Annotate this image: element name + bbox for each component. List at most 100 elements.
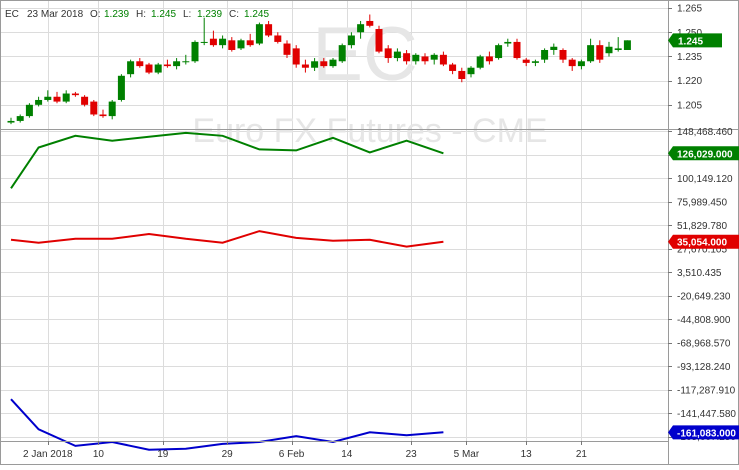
price-last-box xyxy=(668,33,722,48)
time-tick-label: 6 Feb xyxy=(279,449,305,460)
candle xyxy=(449,62,457,75)
time-tick-label: 14 xyxy=(341,449,353,460)
candle-body xyxy=(412,54,420,62)
candle-body xyxy=(329,59,337,67)
candle xyxy=(209,30,217,47)
time-tick-label: 19 xyxy=(157,449,169,460)
candle-body xyxy=(127,61,135,75)
candle-body xyxy=(449,64,457,71)
candle-body xyxy=(357,24,365,33)
candle-body xyxy=(71,93,79,96)
candle xyxy=(366,14,374,28)
candle xyxy=(136,58,144,68)
cot-tick-label: 27,670.105 xyxy=(677,244,727,255)
candle xyxy=(347,32,355,49)
candle-body xyxy=(136,61,144,67)
candle xyxy=(163,59,171,68)
candle xyxy=(439,51,447,67)
candle xyxy=(274,32,282,44)
candle-body xyxy=(16,116,24,121)
candle-body xyxy=(596,45,604,60)
candle-body xyxy=(274,35,282,42)
candle xyxy=(467,66,475,78)
candle xyxy=(7,117,15,125)
time-axis: 2 Jan 2018 10 19 29 6 Feb 14 23 5 Mar 13 21 xyxy=(23,441,587,460)
candle xyxy=(596,40,604,63)
cot-tick-label: 3,510.435 xyxy=(677,268,722,279)
candle xyxy=(127,59,135,78)
cot-tick-label: 51,829.780 xyxy=(677,221,727,232)
candle-body xyxy=(531,61,539,63)
candle-body xyxy=(403,53,411,62)
time-tick-label: 21 xyxy=(576,449,588,460)
header-l-label: L: xyxy=(183,9,191,20)
cot-series-line xyxy=(10,230,444,248)
time-tick-label: 13 xyxy=(521,449,533,460)
candle xyxy=(495,43,503,60)
candle xyxy=(568,58,576,71)
candle-body xyxy=(513,41,521,59)
candle xyxy=(522,58,530,67)
candle xyxy=(393,48,401,62)
watermark-name: Euro FX Futures - CME xyxy=(192,112,547,150)
cot-last-box xyxy=(668,425,739,440)
candle xyxy=(504,38,512,47)
candle-body xyxy=(7,120,15,123)
candle-body xyxy=(90,101,98,115)
candle xyxy=(311,58,319,71)
candle-body xyxy=(200,41,208,43)
candle xyxy=(577,59,585,70)
time-tick-label: 29 xyxy=(222,449,234,460)
candle xyxy=(301,59,309,73)
price-last-label: 1.245 xyxy=(678,36,703,47)
candle xyxy=(154,62,162,75)
candle xyxy=(228,37,236,52)
candle xyxy=(421,53,429,65)
price-tick-label: 1.205 xyxy=(677,100,702,111)
cot-tick-label: -44,808.900 xyxy=(677,315,731,326)
candle-body xyxy=(495,45,503,59)
candle-body xyxy=(347,35,355,46)
candle xyxy=(16,114,24,123)
cot-last-box xyxy=(668,234,739,249)
cot-tick-label: -141,447.580 xyxy=(677,409,736,420)
candle xyxy=(550,43,558,55)
header-c-label: C: xyxy=(229,9,239,20)
candle-body xyxy=(265,24,273,36)
time-tick-label: 23 xyxy=(406,449,418,460)
candle xyxy=(403,49,411,65)
candle-body xyxy=(219,38,227,46)
candle xyxy=(81,95,89,107)
candle-body xyxy=(237,40,245,49)
watermark-ticker: EC xyxy=(312,12,418,97)
candle xyxy=(145,62,153,75)
candle-body xyxy=(458,70,466,80)
price-axis: 1.265 1.250 1.235 1.220 1.205 1.245 xyxy=(668,4,722,111)
candle-body xyxy=(421,56,429,62)
candle-body xyxy=(25,104,33,117)
candle xyxy=(71,91,79,97)
candle-body xyxy=(209,38,217,46)
watermark: EC Euro FX Futures - CME xyxy=(192,12,547,150)
candle-body xyxy=(522,59,530,63)
candle xyxy=(200,17,208,46)
candle xyxy=(219,35,227,49)
time-tick-label: 2 Jan 2018 xyxy=(23,449,73,460)
candle xyxy=(320,58,328,68)
candle xyxy=(513,38,521,60)
candle-body xyxy=(375,29,383,52)
cot-tick-label: -93,128.240 xyxy=(677,362,731,373)
candle-body xyxy=(62,93,70,102)
candle xyxy=(99,109,107,118)
candle-body xyxy=(163,64,171,67)
cot-tick-label: 100,149.120 xyxy=(677,174,733,185)
price-tick-label: 1.250 xyxy=(677,28,702,39)
candle-body xyxy=(541,49,549,60)
candle-body xyxy=(301,64,309,68)
candle xyxy=(53,91,61,104)
candle-body xyxy=(476,56,484,68)
candle-body xyxy=(559,49,567,60)
lines-layer xyxy=(10,131,444,451)
candle-body xyxy=(292,48,300,65)
